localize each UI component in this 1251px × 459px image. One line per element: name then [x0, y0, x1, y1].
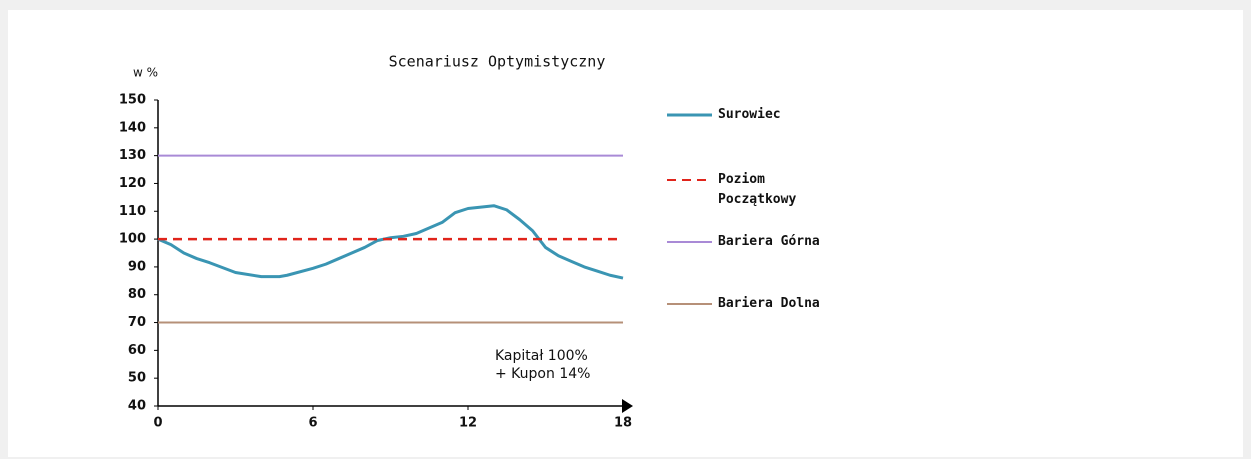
- y-tick-label: 130: [119, 148, 146, 163]
- chart-title: Scenariusz Optymistyczny: [389, 53, 606, 71]
- legend-label: Poziom Początkowy: [718, 172, 797, 207]
- y-tick-label: 120: [119, 176, 146, 191]
- y-tick-label: 50: [128, 371, 146, 386]
- x-tick-label: 0: [153, 416, 162, 431]
- x-tick-label: 18: [614, 416, 632, 431]
- legend-label: Bariera Górna: [718, 234, 820, 249]
- y-tick-label: 40: [128, 399, 146, 414]
- y-tick-label: 150: [119, 93, 146, 108]
- y-tick-label: 100: [119, 232, 146, 247]
- legend-label: Surowiec: [718, 107, 781, 122]
- axis-arrow: [622, 399, 633, 413]
- y-tick-label: 80: [128, 287, 146, 302]
- y-tick-label: 140: [119, 120, 146, 135]
- legend-label: Bariera Dolna: [718, 296, 820, 311]
- series-line: [157, 204, 624, 280]
- y-tick-label: 110: [119, 204, 146, 219]
- y-tick-label: 70: [128, 315, 146, 330]
- annotation: + Kupon 14%: [495, 366, 590, 382]
- y-tick-label: 60: [128, 343, 146, 358]
- annotation: Kapitał 100%: [495, 348, 588, 364]
- card: [8, 10, 1243, 457]
- y-tick-label: 90: [128, 259, 146, 274]
- x-tick-label: 12: [459, 416, 477, 431]
- x-tick-label: 6: [308, 416, 317, 431]
- y-axis-label: w %: [133, 66, 158, 80]
